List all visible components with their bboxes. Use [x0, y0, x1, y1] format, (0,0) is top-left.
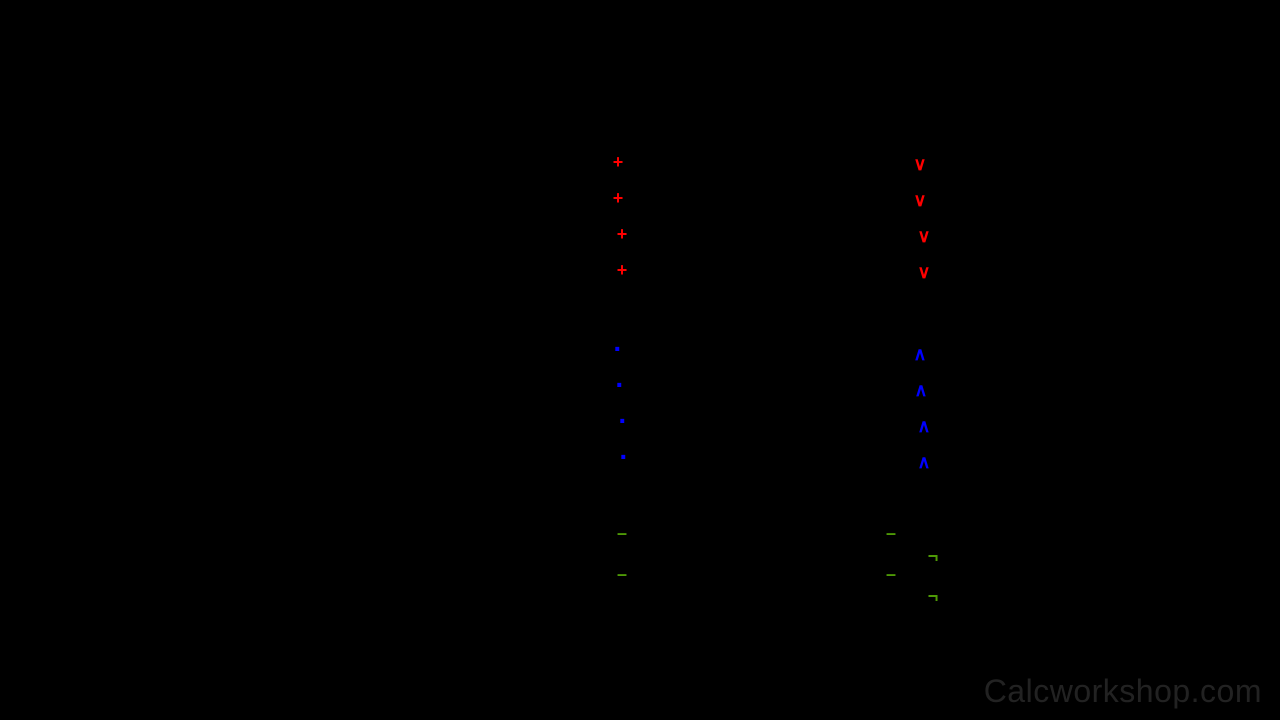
not-dash-symbol: –: [886, 565, 896, 583]
not-neg-symbol: ¬: [928, 547, 939, 565]
not-dash-symbol: –: [617, 524, 627, 542]
or-plus-symbol: +: [613, 189, 624, 207]
not-dash-symbol: –: [886, 524, 896, 542]
or-vee-symbol: ∨: [917, 263, 930, 281]
and-wedge-symbol: ∧: [917, 453, 930, 471]
and-dot-symbol: ·: [618, 407, 627, 435]
not-dash-symbol: –: [617, 565, 627, 583]
or-vee-symbol: ∨: [913, 155, 926, 173]
symbol-canvas: + + + + ∨ ∨ ∨ ∨ · · · · ∧ ∧ ∧ ∧ – – – – ¬ ¬ Calcworkshop.com: [0, 0, 1280, 720]
not-neg-symbol: ¬: [928, 587, 939, 605]
and-wedge-symbol: ∧: [917, 417, 930, 435]
and-dot-symbol: ·: [613, 335, 622, 363]
or-vee-symbol: ∨: [917, 227, 930, 245]
and-wedge-symbol: ∧: [914, 381, 927, 399]
and-wedge-symbol: ∧: [913, 345, 926, 363]
and-dot-symbol: ·: [619, 443, 628, 471]
watermark-text: Calcworkshop.com: [984, 673, 1262, 710]
and-dot-symbol: ·: [615, 371, 624, 399]
or-plus-symbol: +: [617, 225, 628, 243]
or-plus-symbol: +: [617, 261, 628, 279]
or-plus-symbol: +: [613, 153, 624, 171]
or-vee-symbol: ∨: [913, 191, 926, 209]
